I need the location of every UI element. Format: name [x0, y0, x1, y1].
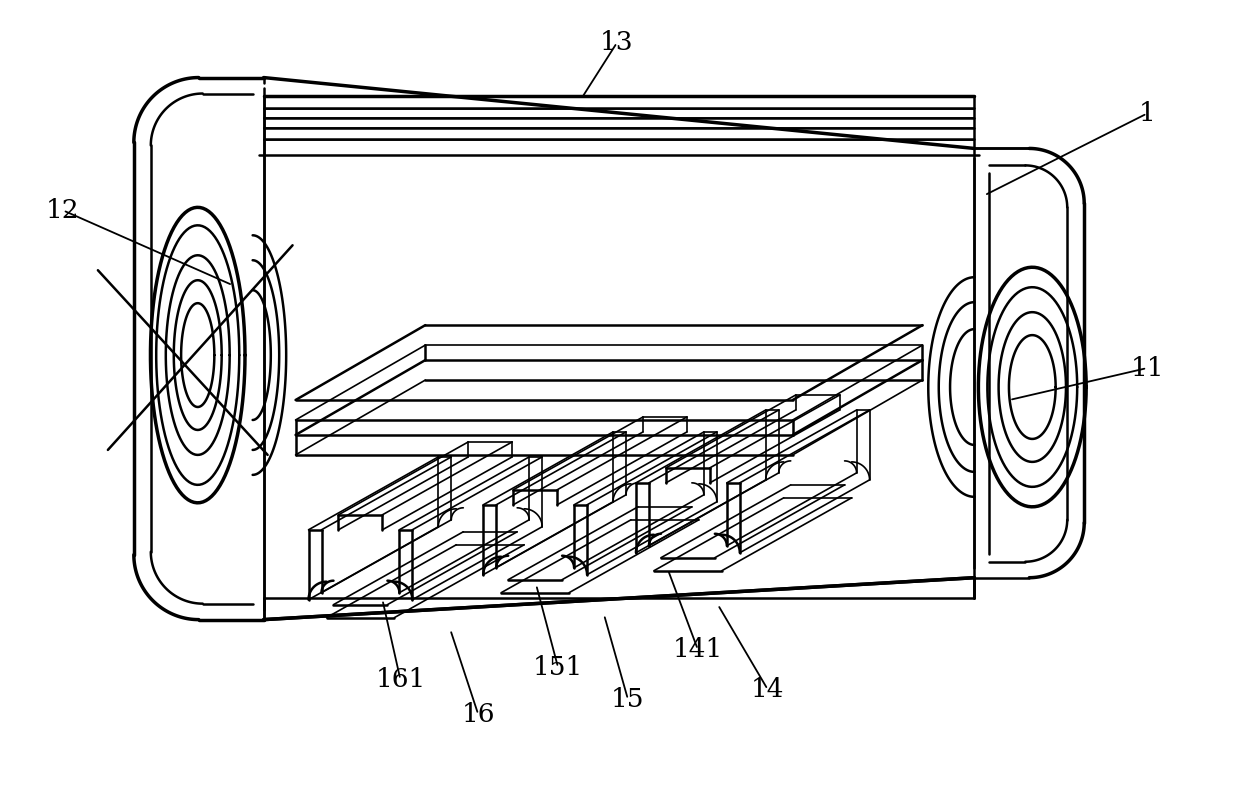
Text: 12: 12	[46, 198, 79, 223]
Text: 11: 11	[1131, 356, 1164, 381]
Text: 13: 13	[600, 30, 634, 55]
Text: 15: 15	[611, 687, 645, 712]
Text: 141: 141	[673, 637, 723, 662]
Text: 1: 1	[1138, 101, 1156, 126]
Text: 161: 161	[376, 667, 425, 692]
Text: 16: 16	[461, 702, 495, 727]
Text: 151: 151	[533, 655, 583, 680]
Text: 14: 14	[751, 677, 785, 702]
